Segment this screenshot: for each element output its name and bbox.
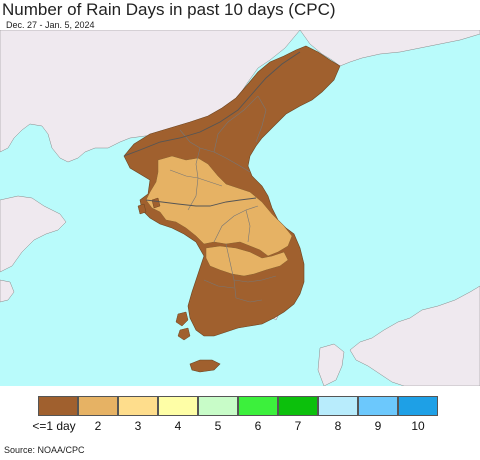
legend-label-1: <=1 day	[32, 419, 76, 433]
map-title: Number of Rain Days in past 10 days (CPC…	[2, 0, 336, 19]
west-coast-islands	[137, 197, 161, 215]
legend-swatch-1	[38, 396, 78, 416]
legend-swatch-10	[398, 396, 438, 416]
jeju-island	[189, 359, 221, 373]
southwest-islands	[175, 311, 191, 341]
legend-label-5: 5	[214, 419, 222, 433]
legend-label-3: 3	[134, 419, 142, 433]
legend-label-7: 7	[294, 419, 302, 433]
japan-south	[317, 343, 345, 386]
china-east-coast	[0, 279, 15, 303]
legend-label-8: 8	[334, 419, 342, 433]
china-landmass	[0, 30, 301, 163]
legend-swatch-3	[118, 396, 158, 416]
source-credit: Source: NOAA/CPC	[4, 445, 85, 455]
legend-label-2: 2	[94, 419, 102, 433]
legend-label-9: 9	[374, 419, 382, 433]
legend-swatch-4	[158, 396, 198, 416]
legend: <=1 day 2 3 4 5 6 7 8 9 10	[32, 396, 438, 436]
shandong-peninsula	[0, 195, 67, 273]
legend-swatch-2	[78, 396, 118, 416]
legend-label-4: 4	[174, 419, 182, 433]
legend-swatch-9	[358, 396, 398, 416]
legend-swatch-6	[238, 396, 278, 416]
russia-landmass	[299, 30, 480, 67]
legend-swatch-8	[318, 396, 358, 416]
country-borders	[123, 51, 301, 207]
rain-days-map	[0, 30, 480, 386]
rain-days-2-region	[145, 155, 293, 257]
rain-days-2-south	[205, 245, 289, 277]
legend-swatch-5	[198, 396, 238, 416]
legend-swatch-7	[278, 396, 318, 416]
date-range: Dec. 27 - Jan. 5, 2024	[6, 20, 95, 30]
legend-label-6: 6	[254, 419, 262, 433]
province-boundaries	[169, 95, 277, 303]
japan-landmass	[349, 285, 480, 386]
legend-label-10: 10	[411, 419, 425, 433]
